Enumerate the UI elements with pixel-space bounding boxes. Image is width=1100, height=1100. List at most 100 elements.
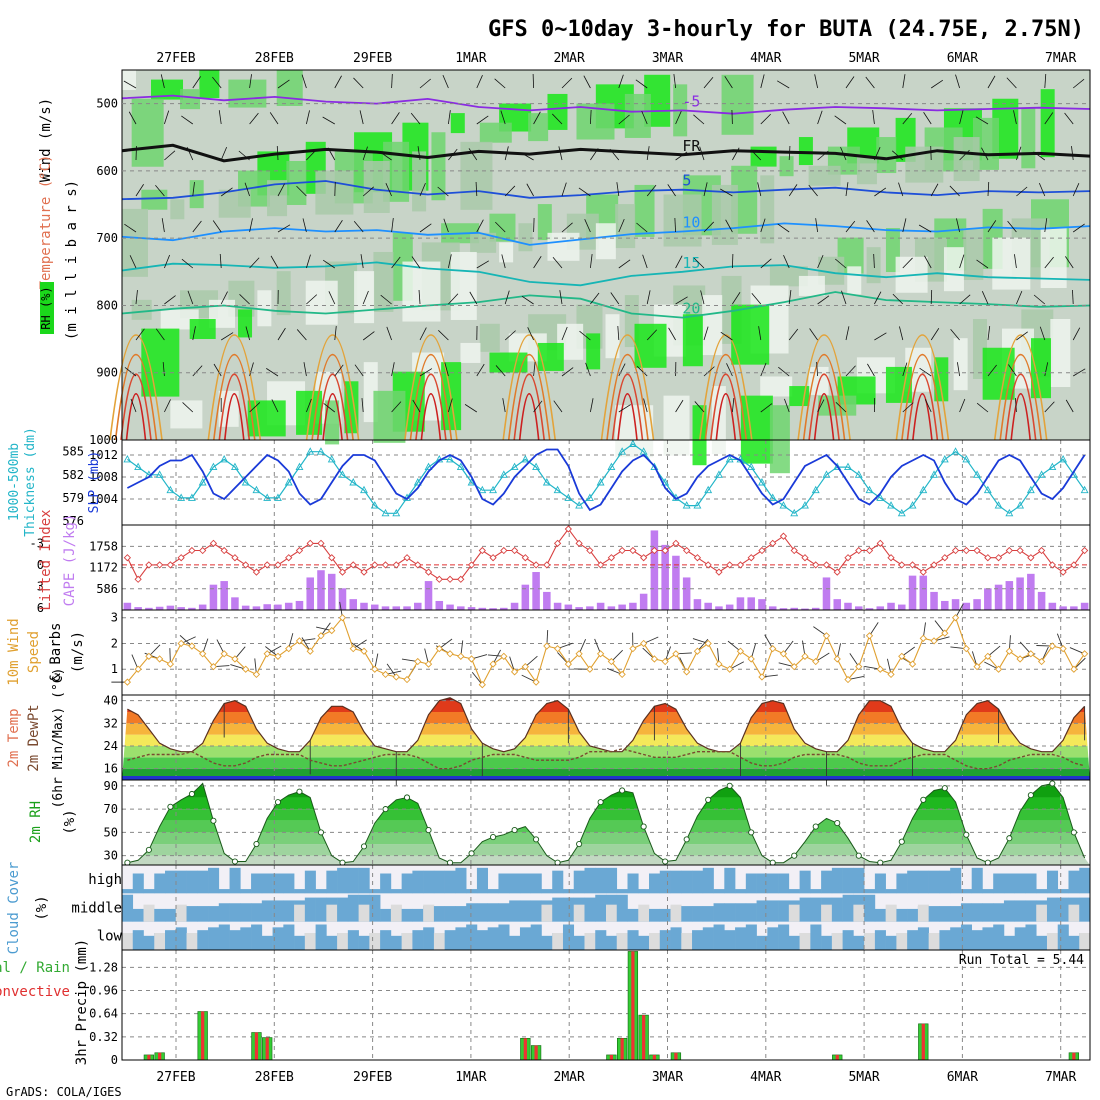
rh-point <box>984 859 991 866</box>
cloud-cell <box>423 927 435 950</box>
wind-barb <box>186 147 194 161</box>
temperature-contour-warm <box>125 393 147 441</box>
thickness-point <box>155 470 164 478</box>
wind-speed-point <box>306 647 314 655</box>
wind-barb <box>751 293 762 305</box>
wind-speed-point <box>640 639 648 648</box>
wind-barb <box>987 181 990 197</box>
temperature-contour-warm <box>218 373 251 441</box>
cloud-cell <box>659 870 671 894</box>
temperature-contour-warm <box>1010 393 1031 441</box>
lifted-index-point <box>865 546 874 555</box>
cape-bar <box>876 606 885 610</box>
cape-bar <box>736 597 745 610</box>
thickness-point <box>973 470 982 478</box>
lifted-index-point <box>220 546 228 555</box>
cloud-cell <box>907 908 919 922</box>
cloud-cell <box>788 889 800 894</box>
rh-shade-cell <box>595 223 616 260</box>
cloud-cell <box>971 867 983 894</box>
rh-shade-cell <box>1021 108 1036 169</box>
cloud-gap-cell <box>541 904 553 922</box>
cloud-cell <box>294 889 306 894</box>
cape-bar <box>790 607 798 610</box>
cloud-cell <box>864 889 876 894</box>
cloud-cell <box>401 873 413 894</box>
wind-barb <box>533 362 536 377</box>
wind-barb <box>448 110 451 125</box>
cloud-cell <box>326 870 338 894</box>
cape-bar <box>865 608 874 610</box>
wind-barb <box>617 326 620 341</box>
lifted-index-point <box>1027 554 1035 562</box>
wind-barb <box>391 112 400 125</box>
wind-barb-10m <box>611 649 624 662</box>
rh-shade-cell <box>769 405 790 474</box>
wind-barb <box>865 76 875 89</box>
cape-bar <box>489 608 497 610</box>
wind-barb <box>987 326 991 341</box>
cloud-cell <box>756 935 768 950</box>
wind-barb <box>561 222 573 233</box>
wind-barb <box>1071 146 1074 161</box>
wind-barb <box>987 220 997 233</box>
lifted-index-point <box>618 546 626 555</box>
wind-barb <box>930 79 944 89</box>
rh-point <box>274 799 282 806</box>
wind-barb <box>504 330 516 341</box>
wind-barb <box>1033 151 1046 161</box>
cape-bar <box>155 606 164 610</box>
wind-barb <box>212 220 222 233</box>
precip-convective-bar <box>201 1011 205 1060</box>
wind-speed-point <box>650 655 659 663</box>
cloud-unit-label: (%) <box>34 895 50 920</box>
wind-barb <box>504 290 510 305</box>
precip-convective-bar <box>631 951 635 1060</box>
lifted-index-point <box>1016 546 1024 555</box>
wind-barb <box>646 146 650 161</box>
cloud-gap-cell <box>369 933 381 950</box>
cloud-cell <box>487 903 499 922</box>
tick-label: 16 <box>104 762 118 776</box>
cloud-gap-cell <box>433 933 445 950</box>
wind-barb <box>419 368 433 377</box>
wind-barb <box>271 399 279 413</box>
temperature-contour-warm <box>704 353 748 441</box>
wind-barb <box>642 254 648 269</box>
cloud-cell <box>165 870 177 894</box>
cape-bar <box>1027 573 1035 610</box>
wind-speed-point <box>521 663 529 671</box>
top-date-label: 7MAR <box>1045 51 1076 66</box>
cloud-cell <box>154 908 166 922</box>
wind-barb <box>334 326 337 341</box>
cloud-gap-cell <box>401 933 413 950</box>
thickness-label-1: 1000-500mb <box>7 443 22 521</box>
wind-barb <box>533 400 543 413</box>
bottom-date-label: 2MAR <box>554 1070 585 1085</box>
rh-shade-cell <box>760 175 775 244</box>
rh-shade-cell <box>460 342 481 363</box>
cloud-cell <box>272 900 284 922</box>
lifted-index-point <box>747 554 755 562</box>
lifted-index-point <box>693 554 702 562</box>
wind-speed-point <box>661 657 669 666</box>
wind-barb <box>391 256 401 269</box>
rh-shade-cell <box>866 247 881 284</box>
wind-barb <box>675 151 688 161</box>
precip-panel: 0 0.32 0.64 0.96 1.28 Total / Rain Convective3… <box>0 939 1091 1067</box>
cloud-cell <box>476 867 488 894</box>
wind-barb <box>249 112 259 125</box>
cloud-cell <box>132 873 144 894</box>
wind-speed-point <box>457 652 465 661</box>
temperature-contour-warm <box>109 334 163 441</box>
cloud-cell <box>821 870 833 894</box>
wind-barb <box>161 218 165 233</box>
wind-barb <box>561 182 567 197</box>
cloud-cell <box>218 903 230 922</box>
lifted-index-point <box>457 575 465 583</box>
rh-point <box>662 858 669 865</box>
cloud-cell <box>433 906 445 922</box>
thickness-point <box>768 493 777 501</box>
rh-shade-cell <box>634 184 655 237</box>
cloud-gap-cell <box>1036 904 1048 922</box>
